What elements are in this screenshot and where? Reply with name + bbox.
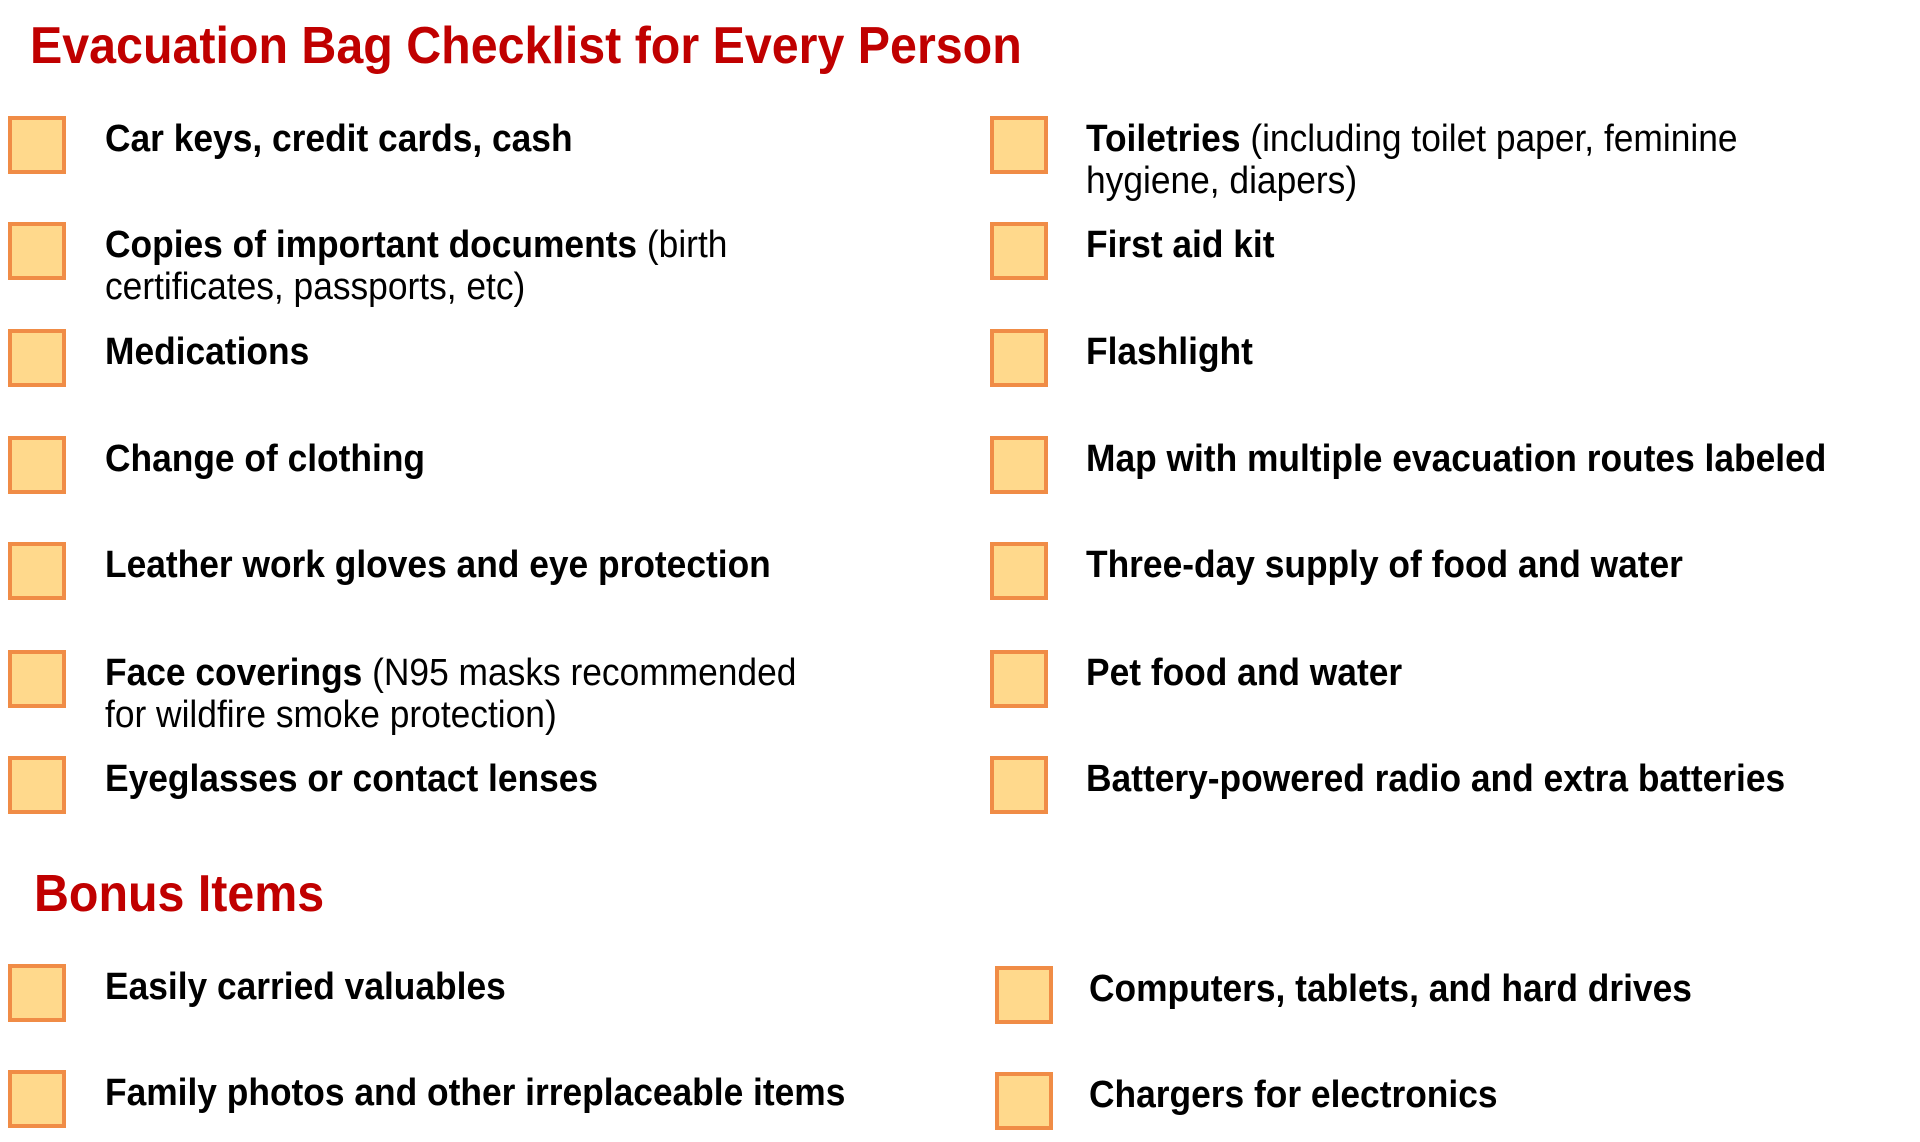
item-name: Family photos and other irreplaceable it…	[105, 1072, 846, 1114]
page-title: Evacuation Bag Checklist for Every Perso…	[30, 17, 1022, 75]
item-name: First aid kit	[1086, 224, 1275, 266]
checklist-item-label: Chargers for electronics	[1089, 1074, 1498, 1116]
checkbox[interactable]	[8, 756, 66, 814]
item-name: Medications	[105, 331, 310, 373]
checklist-item-label: Medications	[105, 331, 309, 373]
checklist-item-label: Pet food and water	[1086, 652, 1402, 694]
item-name: Easily carried valuables	[105, 966, 506, 1008]
item-name: Car keys, credit cards, cash	[105, 118, 573, 160]
checklist-item-label: Toiletries (including toilet paper, femi…	[1086, 118, 1738, 202]
checkbox[interactable]	[8, 116, 66, 174]
checklist-item-label: First aid kit	[1086, 224, 1275, 266]
checkbox[interactable]	[990, 222, 1048, 280]
checkbox[interactable]	[990, 436, 1048, 494]
item-detail-line2: hygiene, diapers)	[1086, 160, 1358, 202]
checklist-item-label: Flashlight	[1086, 331, 1253, 373]
item-name: Eyeglasses or contact lenses	[105, 758, 599, 800]
item-name: Computers, tablets, and hard drives	[1089, 968, 1692, 1010]
item-name: Chargers for electronics	[1089, 1074, 1498, 1116]
checkbox[interactable]	[990, 650, 1048, 708]
checklist-item-label: Three-day supply of food and water	[1086, 544, 1683, 586]
checklist-item-label: Car keys, credit cards, cash	[105, 118, 573, 160]
item-name: Face coverings	[105, 652, 363, 694]
item-detail-line2: certificates, passports, etc)	[105, 266, 526, 308]
checkbox[interactable]	[8, 542, 66, 600]
item-name: Copies of important documents	[105, 224, 638, 266]
checklist-item-label: Map with multiple evacuation routes labe…	[1086, 438, 1826, 480]
item-name: Leather work gloves and eye protection	[105, 544, 771, 586]
checkbox[interactable]	[8, 222, 66, 280]
item-name: Pet food and water	[1086, 652, 1403, 694]
checkbox[interactable]	[8, 650, 66, 708]
checkbox[interactable]	[8, 1070, 66, 1128]
checklist-item-label: Copies of important documents (birth cert…	[105, 224, 727, 308]
checklist-item-label: Eyeglasses or contact lenses	[105, 758, 598, 800]
checklist-item-label: Leather work gloves and eye protection	[105, 544, 771, 586]
checkbox[interactable]	[990, 756, 1048, 814]
checklist-item-label: Face coverings (N95 masks recommended for…	[105, 652, 796, 736]
checkbox[interactable]	[995, 966, 1053, 1024]
checkbox[interactable]	[8, 436, 66, 494]
checklist-item-label: Battery-powered radio and extra batterie…	[1086, 758, 1785, 800]
checkbox[interactable]	[990, 542, 1048, 600]
item-name: Flashlight	[1086, 331, 1253, 373]
checkbox[interactable]	[8, 329, 66, 387]
item-name: Change of clothing	[105, 438, 425, 480]
item-detail-line2: for wildfire smoke protection)	[105, 694, 557, 736]
item-name: Toiletries	[1086, 118, 1241, 160]
bonus-items-heading: Bonus Items	[34, 865, 325, 923]
item-detail: (birth	[637, 224, 728, 266]
checklist-item-label: Family photos and other irreplaceable it…	[105, 1072, 845, 1114]
checkbox[interactable]	[8, 964, 66, 1022]
item-detail: (N95 masks recommended	[362, 652, 797, 694]
item-name: Map with multiple evacuation routes labe…	[1086, 438, 1827, 480]
checkbox[interactable]	[990, 329, 1048, 387]
checkbox[interactable]	[995, 1072, 1053, 1130]
checkbox[interactable]	[990, 116, 1048, 174]
item-detail: (including toilet paper, feminine	[1240, 118, 1738, 160]
item-name: Three-day supply of food and water	[1086, 544, 1683, 586]
item-name: Battery-powered radio and extra batterie…	[1086, 758, 1786, 800]
checklist-item-label: Change of clothing	[105, 438, 425, 480]
checklist-item-label: Computers, tablets, and hard drives	[1089, 968, 1692, 1010]
checklist-item-label: Easily carried valuables	[105, 966, 506, 1008]
